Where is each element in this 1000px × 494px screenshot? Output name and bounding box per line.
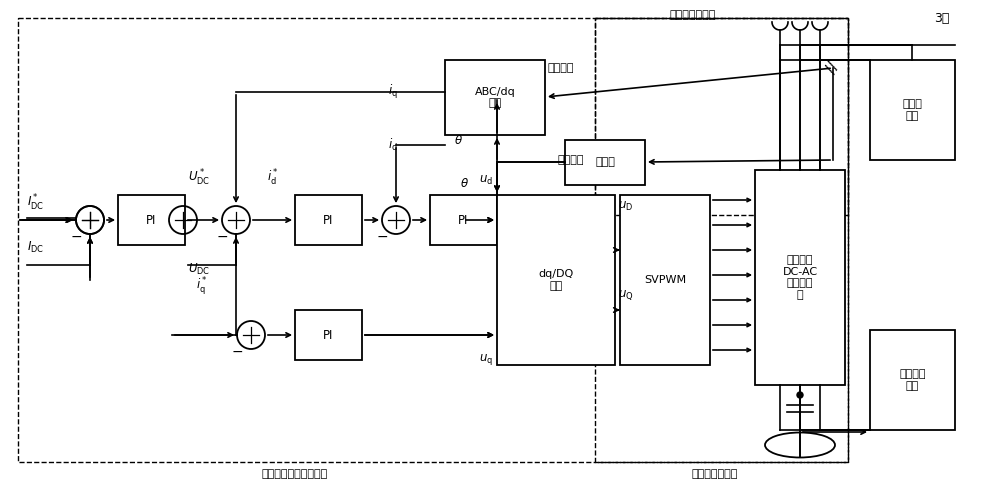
Text: 交流侧电量检测: 交流侧电量检测 <box>670 10 716 20</box>
Text: −: − <box>216 230 228 244</box>
Text: $i^*_{\rm q}$: $i^*_{\rm q}$ <box>196 275 208 297</box>
Bar <box>565 140 645 185</box>
Text: 三相桥式
DC-AC
双向变换
器: 三相桥式 DC-AC 双向变换 器 <box>782 255 818 300</box>
Text: dq/DQ
变换: dq/DQ 变换 <box>538 269 574 291</box>
Bar <box>118 195 185 245</box>
Text: 三相电压: 三相电压 <box>557 155 584 165</box>
Text: $i^*_{\rm d}$: $i^*_{\rm d}$ <box>267 168 279 188</box>
Text: 充电动力
电池: 充电动力 电池 <box>899 369 926 391</box>
Text: $\theta$: $\theta$ <box>454 134 463 147</box>
Text: $\theta$: $\theta$ <box>460 177 469 190</box>
Bar <box>595 18 848 462</box>
Text: $u_{\rm q}$: $u_{\rm q}$ <box>479 352 493 367</box>
Bar <box>870 330 955 430</box>
Bar <box>430 195 497 245</box>
Text: ABC/dq
变换: ABC/dq 变换 <box>475 87 515 108</box>
Text: //: // <box>824 60 842 76</box>
Circle shape <box>797 392 803 398</box>
Text: 直流侧电量检测: 直流侧电量检测 <box>692 469 738 479</box>
Bar <box>620 195 710 365</box>
Text: $u_{\rm d}$: $u_{\rm d}$ <box>479 174 493 187</box>
Text: PI: PI <box>458 213 469 227</box>
Bar <box>497 195 615 365</box>
Text: 中央控制微处理器实现: 中央控制微处理器实现 <box>262 469 328 479</box>
Text: 三相电流: 三相电流 <box>548 63 574 73</box>
Bar <box>295 195 362 245</box>
Text: PI: PI <box>323 329 334 341</box>
Bar <box>870 60 955 160</box>
Text: 3～: 3～ <box>934 12 950 25</box>
Text: PI: PI <box>146 213 157 227</box>
Text: $U_{\rm DC}$: $U_{\rm DC}$ <box>188 262 210 277</box>
Text: $u_{\rm D}$: $u_{\rm D}$ <box>618 200 633 213</box>
Text: $u_{\rm Q}$: $u_{\rm Q}$ <box>618 288 634 302</box>
Text: 锁相环: 锁相环 <box>595 158 615 167</box>
Bar <box>595 18 848 215</box>
Bar <box>755 170 845 385</box>
Text: PI: PI <box>323 213 334 227</box>
Text: $i_{\rm d}$: $i_{\rm d}$ <box>388 137 398 153</box>
Text: 降压变
压器: 降压变 压器 <box>903 99 922 121</box>
Text: $I^*_{\rm DC}$: $I^*_{\rm DC}$ <box>27 193 44 213</box>
Text: −: − <box>231 345 243 359</box>
Text: SVPWM: SVPWM <box>644 275 686 285</box>
Text: $i_{\rm q}$: $i_{\rm q}$ <box>388 83 398 101</box>
Bar <box>295 310 362 360</box>
Text: $U^*_{\rm DC}$: $U^*_{\rm DC}$ <box>188 168 210 188</box>
Text: −: − <box>70 230 82 244</box>
Bar <box>18 18 848 462</box>
Text: −: − <box>376 230 388 244</box>
Text: $I_{\rm DC}$: $I_{\rm DC}$ <box>27 240 44 255</box>
Bar <box>445 60 545 135</box>
